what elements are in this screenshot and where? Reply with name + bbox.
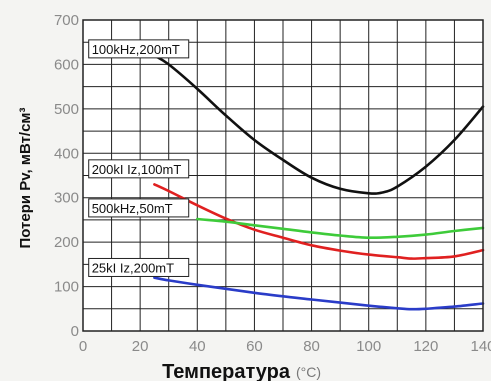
series-label-box [88,159,190,179]
y-tick-label: 700 [54,12,79,29]
series-label-box [88,39,190,59]
x-axis-label: Температура [162,361,291,381]
series-label-0: 100kHz,200mT [92,42,180,57]
x-tick-label: 80 [303,338,320,355]
y-tick-label: 300 [54,190,79,207]
series-label-box [88,257,190,277]
series-label-3: 25kI Iz,200mT [92,260,174,275]
x-tick-label: 60 [246,338,263,355]
x-tick-label: 40 [189,338,206,355]
series-label-box [88,198,190,218]
x-tick-label: 140 [470,338,491,355]
y-tick-label: 500 [54,101,79,118]
x-tick-label: 120 [413,338,438,355]
series-lines [153,54,485,311]
series-line-3 [153,276,485,311]
x-tick-label: 100 [356,338,381,355]
tick-labels: 0 20 40 60 80 100 120 140 0 100 200 300 400 500 600 700 [54,12,491,355]
y-tick-label: 0 [71,323,79,340]
y-tick-label: 600 [54,56,79,73]
series-line-0 [153,54,485,195]
series-labels: 100kHz,200mT 200kI Iz,100mT 500kHz,50mT 25k… [88,39,190,277]
x-tick-label: 0 [79,338,87,355]
series-line-2 [196,217,485,240]
series-line-1 [153,183,485,260]
y-tick-label: 100 [54,279,79,296]
y-axis-label: Потери Pv, мВт/см³ [17,107,34,248]
plot-frame [82,19,484,332]
y-tick-label: 400 [54,145,79,162]
x-tick-label: 20 [132,338,149,355]
series-label-2: 500kHz,50mT [92,201,173,216]
series-label-1: 200kI Iz,100mT [92,162,182,177]
x-axis-unit: (°C) [296,364,321,380]
y-tick-label: 200 [54,234,79,251]
